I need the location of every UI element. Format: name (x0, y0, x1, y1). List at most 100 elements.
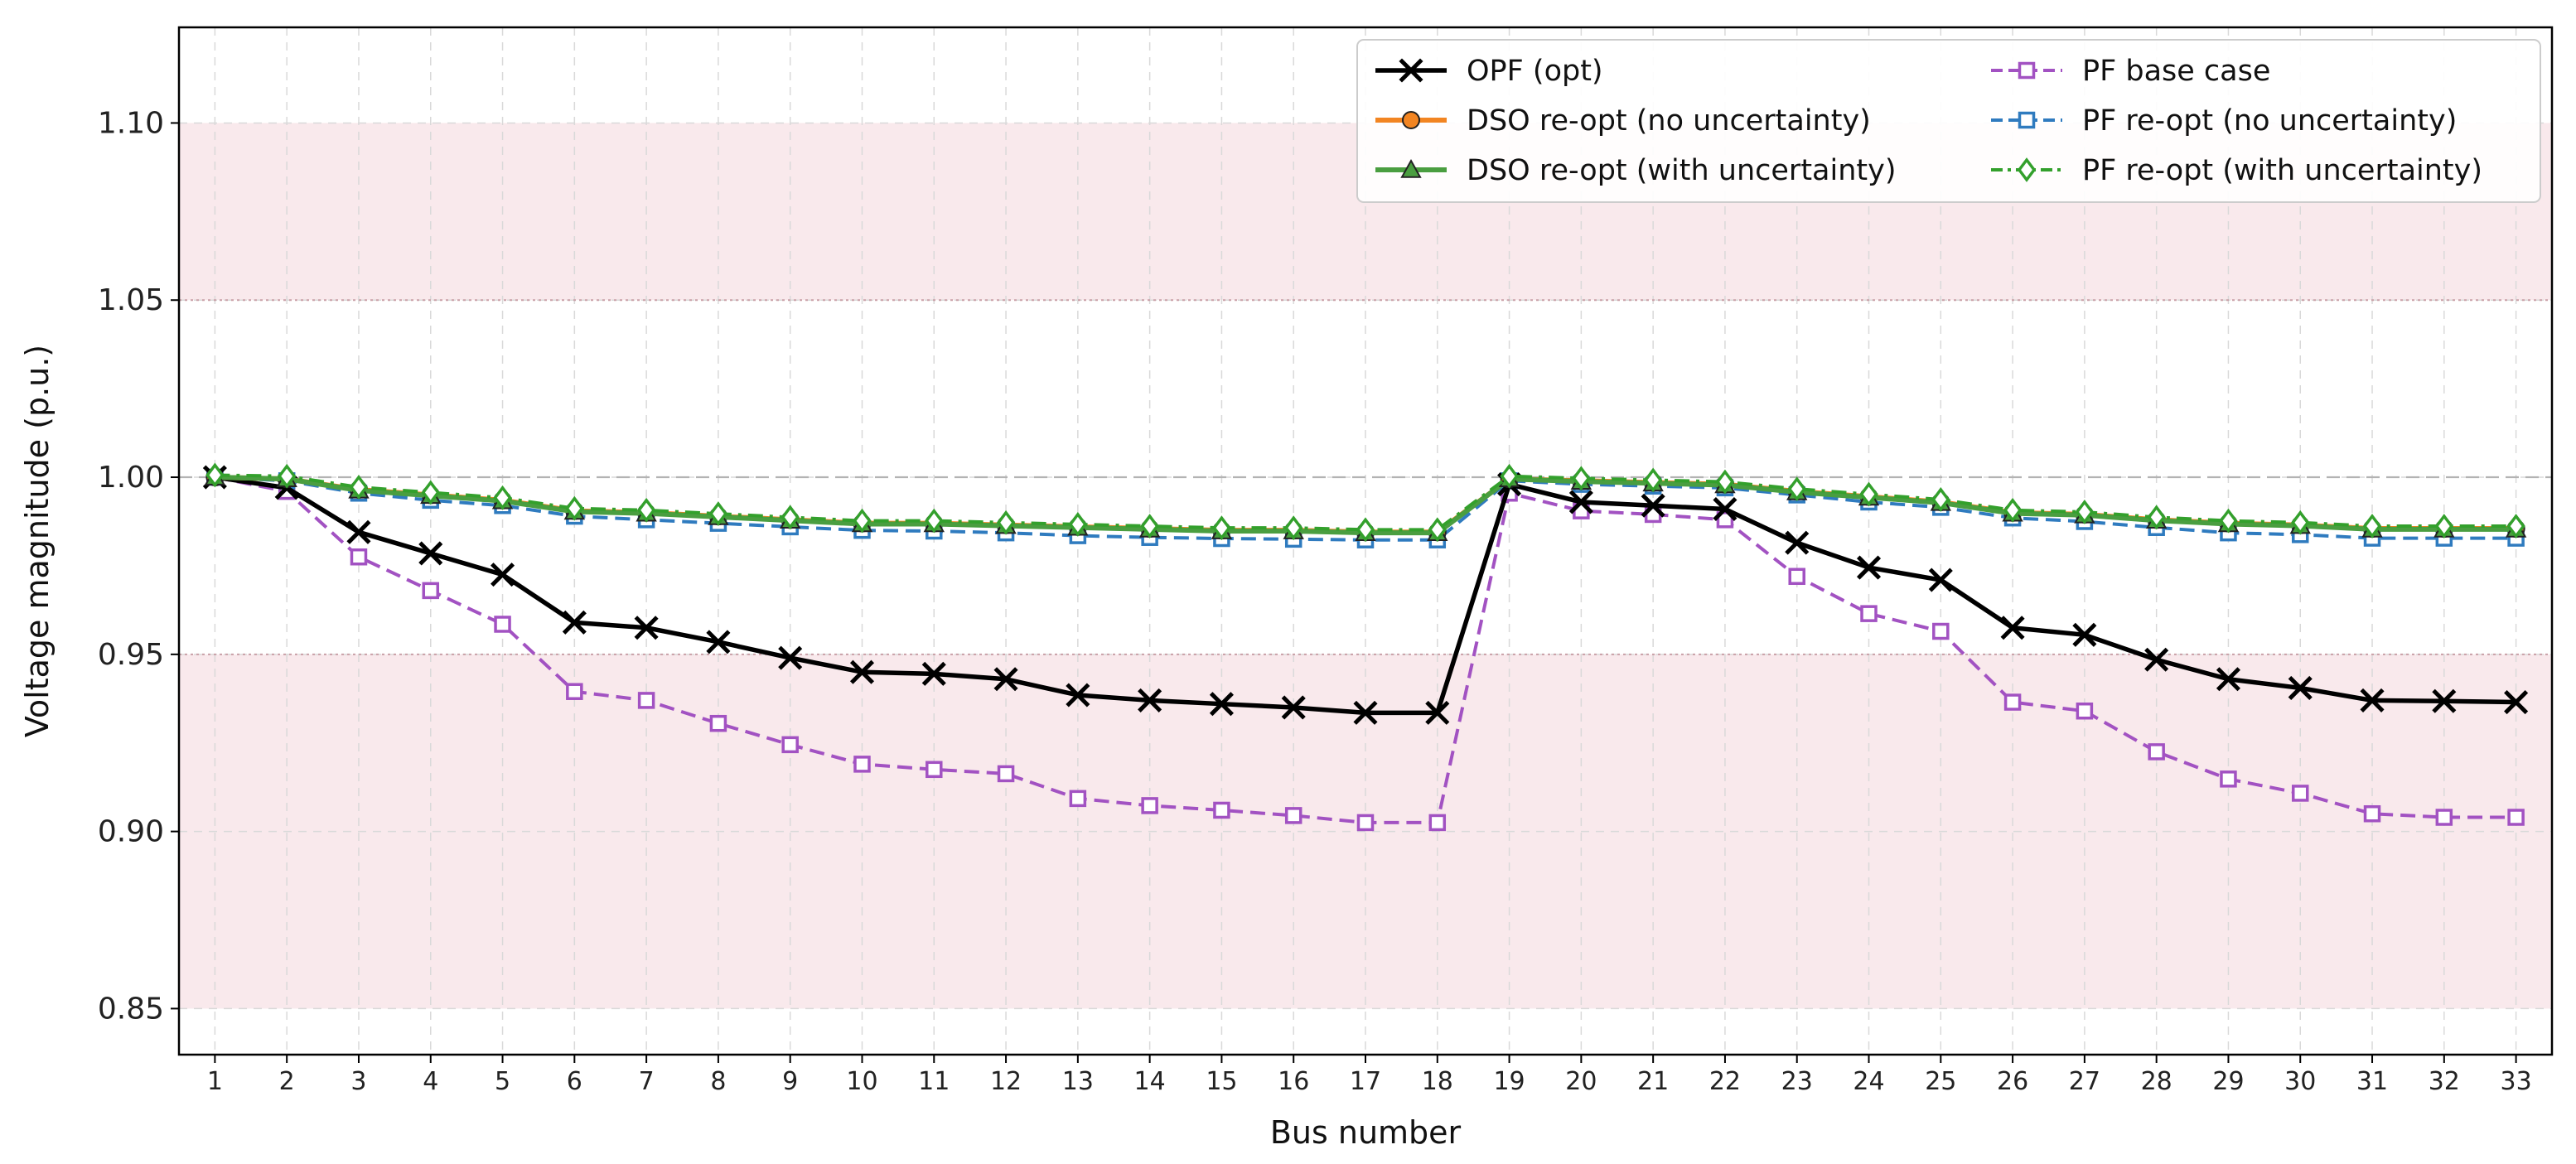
y-tick-label-3: 0.95 (98, 638, 164, 672)
x-tick-label-31: 31 (2356, 1067, 2388, 1096)
series-1-point-15 (1209, 692, 1234, 717)
series-1-point-22 (1713, 496, 1737, 522)
series-1-point-20 (1568, 490, 1593, 514)
legend-marker-3 (1400, 158, 1422, 178)
series-6-point-29 (2219, 508, 2238, 534)
legend-marker-2 (1402, 111, 1420, 129)
x-tick-label-16: 16 (1278, 1067, 1309, 1096)
legend-item-1: OPF (opt) (1375, 55, 1603, 88)
y-axis-label: Voltage magnitude (p.u.) (19, 345, 56, 737)
x-tick-label-27: 27 (2069, 1067, 2100, 1096)
series-6-point-12 (996, 510, 1016, 535)
x-tick-label-17: 17 (1350, 1067, 1381, 1096)
series-4-point-16 (1284, 807, 1302, 824)
series-6-point-6 (565, 495, 584, 521)
x-tick-label-4: 4 (423, 1067, 438, 1096)
series-1-point-25 (1928, 568, 1953, 592)
series-6-point-18 (1428, 517, 1447, 543)
series-1-point-32 (2432, 688, 2457, 713)
series-6 (205, 462, 2525, 543)
series-1-point-26 (2000, 616, 2025, 640)
legend-marker-1 (1399, 58, 1423, 83)
series-6-point-20 (1572, 466, 1591, 491)
series-4-point-29 (2220, 770, 2237, 788)
y-tick-label-2: 0.90 (98, 815, 164, 849)
x-tick-label-7: 7 (639, 1067, 655, 1096)
series-6-point-24 (1859, 481, 1878, 507)
series-1-point-11 (921, 661, 946, 686)
series-1-point-14 (1138, 688, 1162, 712)
series-1-point-30 (2288, 675, 2313, 700)
series-6-point-9 (781, 505, 800, 530)
series-4-point-18 (1428, 814, 1447, 832)
x-tick-label-2: 2 (279, 1067, 295, 1096)
x-tick-label-23: 23 (1781, 1067, 1813, 1096)
series-4-point-23 (1788, 568, 1805, 586)
series-4-point-15 (1213, 801, 1230, 819)
x-tick-label-24: 24 (1853, 1067, 1884, 1096)
series-6-point-25 (1931, 487, 1950, 512)
x-tick-label-29: 29 (2212, 1067, 2244, 1096)
series-6-point-4 (421, 480, 440, 505)
legend-item-3: DSO re-opt (with uncertainty) (1375, 154, 1897, 187)
series-4-point-14 (1141, 797, 1158, 814)
y-tick-label-6: 1.10 (98, 106, 164, 140)
series-1-point-6 (562, 610, 587, 635)
series-6-point-26 (2003, 497, 2023, 523)
series-4-point-9 (781, 736, 799, 754)
legend-label-1: OPF (opt) (1467, 55, 1603, 88)
series-1-point-5 (491, 563, 515, 587)
x-tick-label-10: 10 (846, 1067, 877, 1096)
x-axis-label: Bus number (1270, 1114, 1462, 1151)
series-4-point-8 (709, 714, 727, 732)
series-6-point-15 (1212, 515, 1231, 541)
series-4-point-4 (422, 582, 440, 600)
legend-label-4: PF base case (2082, 55, 2270, 88)
x-tick-label-18: 18 (1422, 1067, 1453, 1096)
series-1-point-8 (706, 630, 731, 654)
series-6-point-27 (2075, 500, 2095, 524)
legend-item-5: PF re-opt (no uncertainty) (1991, 104, 2457, 138)
x-tick-label-1: 1 (207, 1067, 223, 1096)
grid-lines (179, 27, 2552, 1055)
series-6-point-13 (1068, 511, 1088, 537)
series-1-point-9 (778, 645, 803, 670)
x-tick-label-12: 12 (990, 1067, 1022, 1096)
series-4-point-33 (2507, 809, 2525, 826)
legend-box (1356, 39, 2541, 203)
series-4-point-5 (494, 616, 511, 633)
legend: OPF (opt) DSO re-opt (no uncertainty) DSO … (1356, 39, 2541, 203)
x-tick-label-14: 14 (1134, 1067, 1166, 1096)
x-tick-label-19: 19 (1493, 1067, 1525, 1096)
series-6-point-16 (1284, 515, 1303, 541)
x-tick-label-28: 28 (2141, 1067, 2172, 1096)
series-4-point-30 (2291, 785, 2309, 802)
series-4-point-26 (2003, 693, 2022, 711)
series-line-6 (215, 473, 2516, 532)
series-4-point-27 (2076, 702, 2094, 720)
x-tick-label-22: 22 (1709, 1067, 1741, 1096)
series-4-point-17 (1356, 814, 1375, 832)
series-6-point-5 (493, 485, 512, 510)
legend-label-6: PF re-opt (with uncertainty) (2082, 154, 2482, 187)
x-tick-label-3: 3 (350, 1067, 366, 1096)
reference-lines (179, 299, 2552, 655)
series-6-point-19 (1500, 463, 1519, 489)
series-1-point-31 (2360, 688, 2385, 712)
series-1-point-18 (1425, 700, 1450, 725)
series-6-point-11 (925, 508, 944, 534)
series-4-point-32 (2435, 809, 2453, 826)
series-1-point-3 (346, 519, 371, 544)
series-1-point-21 (1641, 493, 1665, 518)
series-6-point-1 (205, 462, 225, 488)
series-6-point-28 (2147, 505, 2166, 530)
x-tick-label-20: 20 (1565, 1067, 1597, 1096)
series-1-point-10 (849, 659, 875, 684)
series-6-point-30 (2291, 510, 2310, 535)
series-1-point-28 (2144, 647, 2169, 672)
legend-marker-5 (2018, 111, 2036, 129)
series-6-point-2 (277, 463, 297, 489)
x-tick-label-9: 9 (782, 1067, 798, 1096)
series-6-point-14 (1140, 514, 1159, 539)
